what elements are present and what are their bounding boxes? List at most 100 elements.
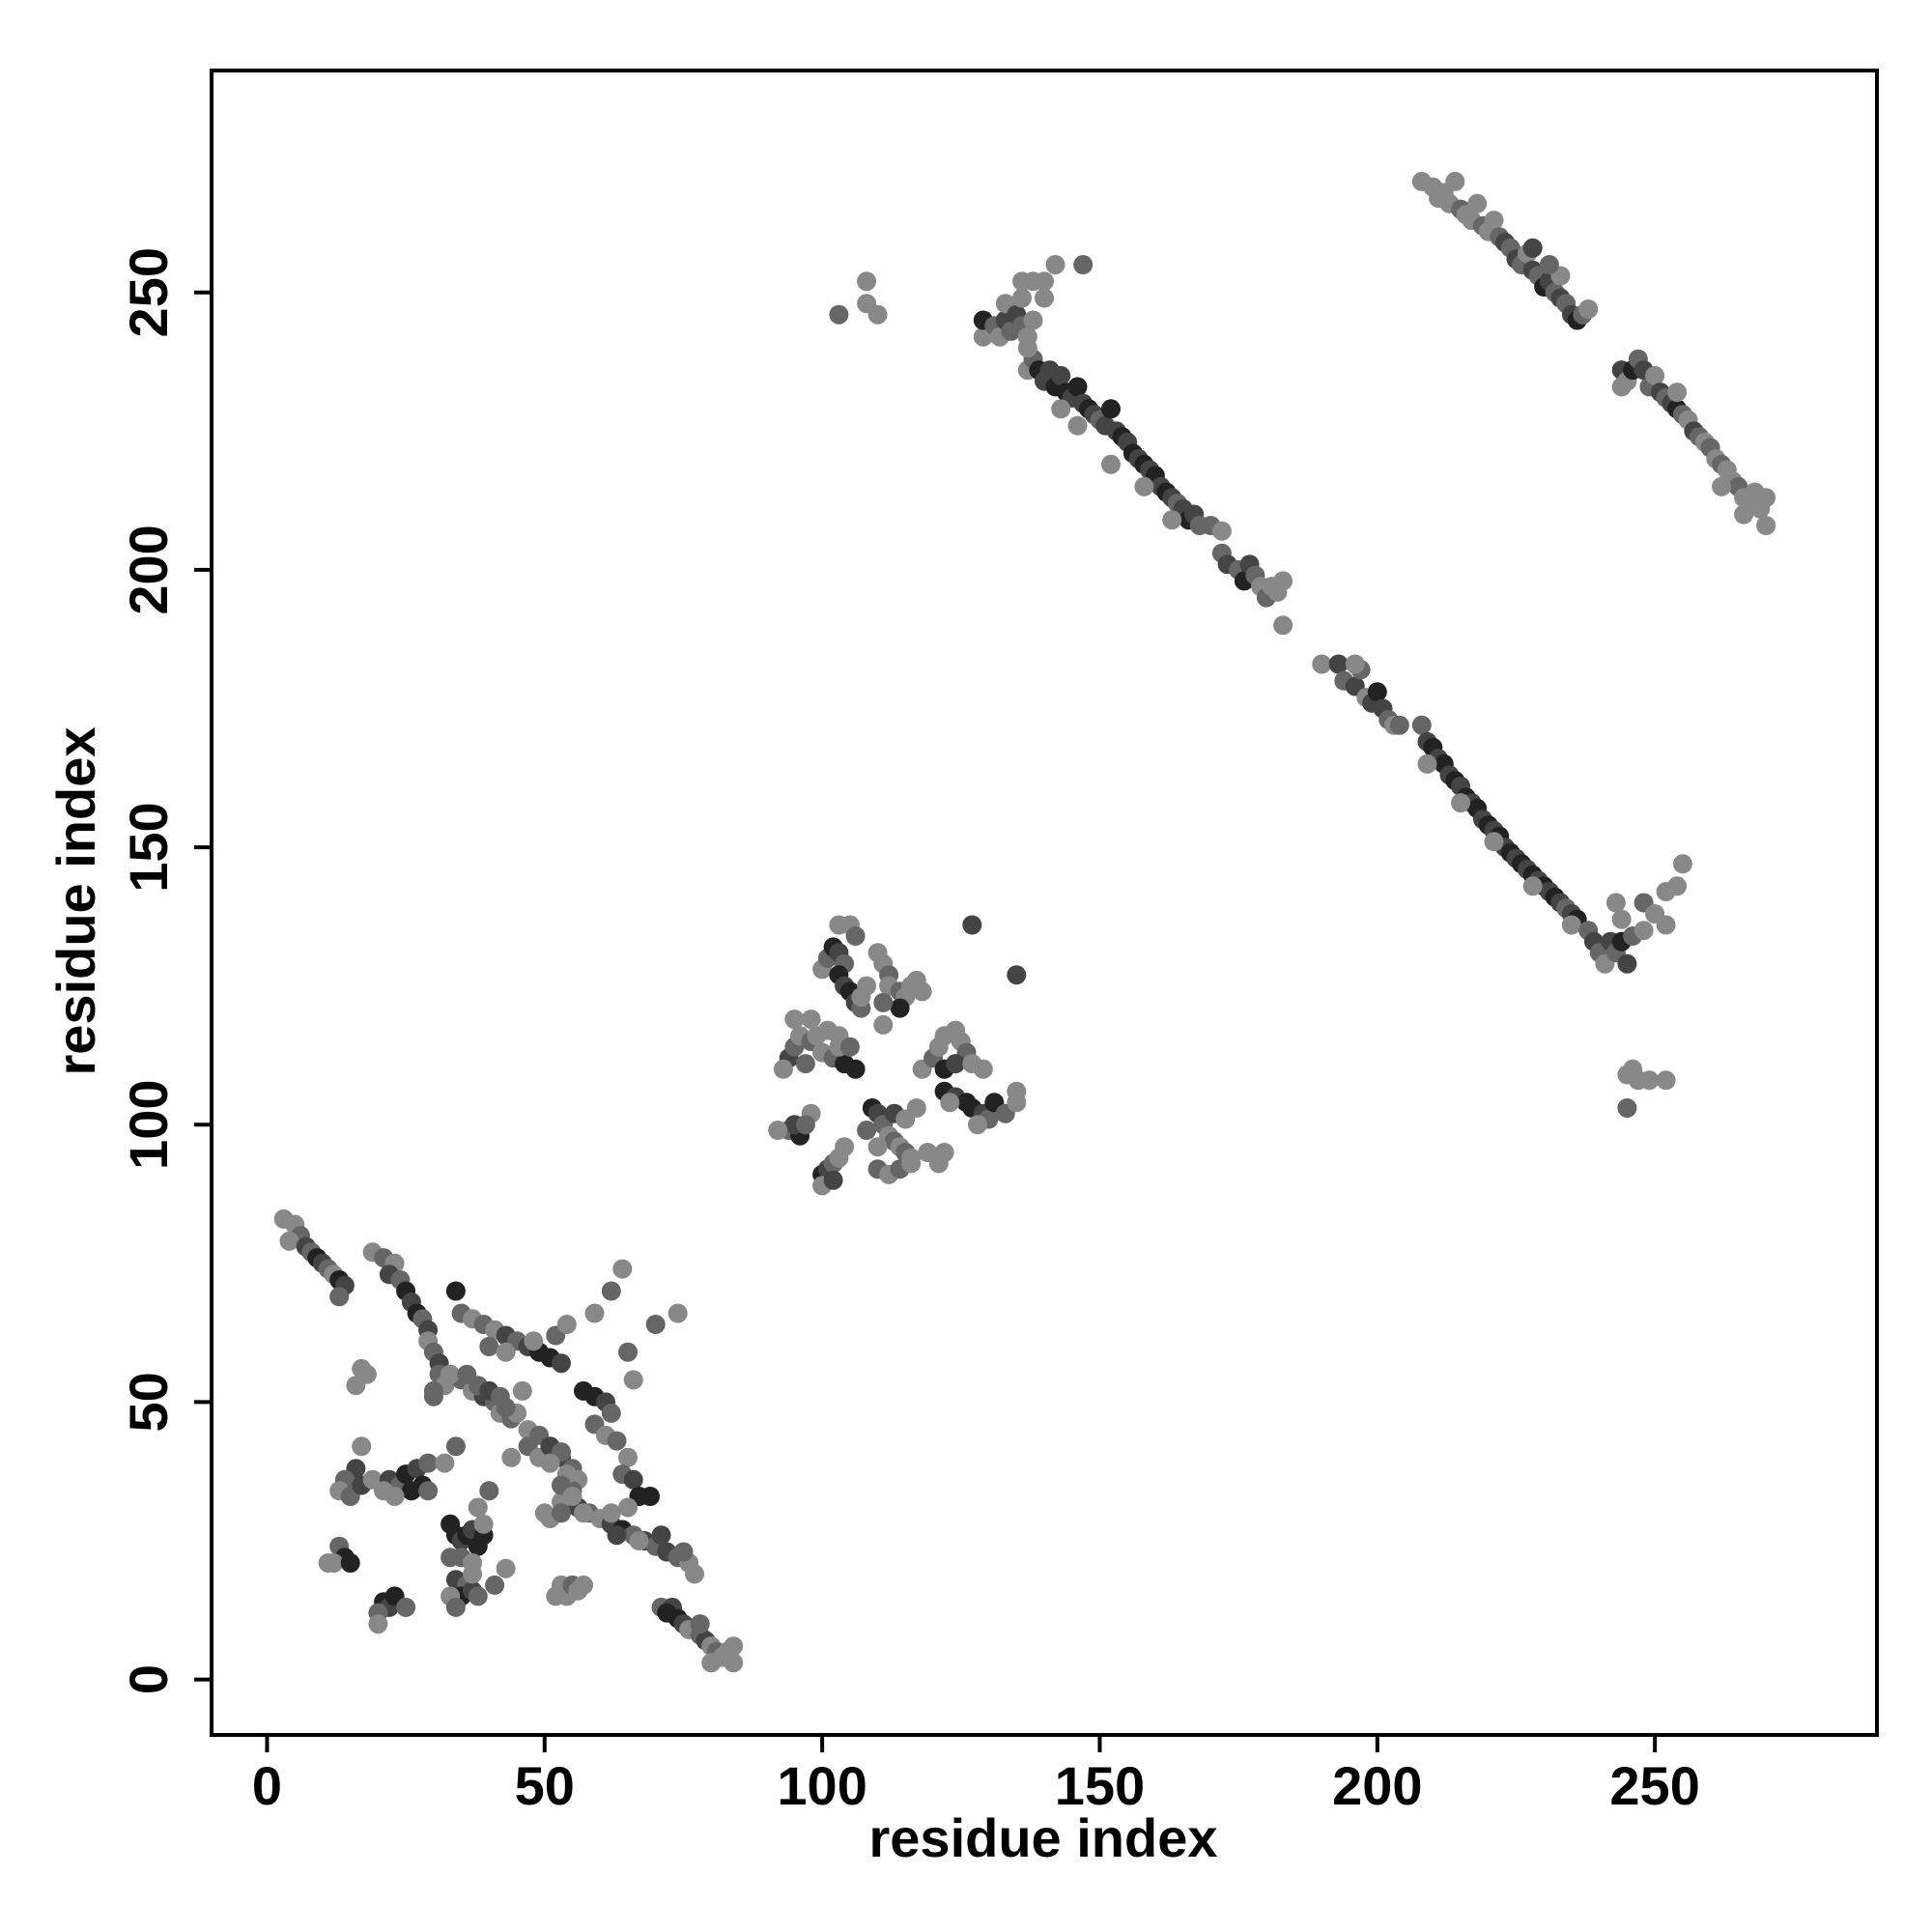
data-point bbox=[540, 1453, 560, 1473]
data-point bbox=[906, 1098, 926, 1118]
data-point bbox=[835, 1137, 855, 1157]
data-point bbox=[1623, 1059, 1643, 1079]
data-point bbox=[601, 1503, 621, 1523]
x-tick-label: 100 bbox=[777, 1755, 867, 1816]
data-point bbox=[1522, 876, 1543, 896]
data-point bbox=[1656, 915, 1676, 935]
data-point bbox=[340, 1553, 360, 1573]
data-point bbox=[473, 1514, 494, 1534]
data-point bbox=[701, 1653, 722, 1673]
data-point bbox=[724, 1636, 744, 1657]
data-point bbox=[485, 1575, 505, 1595]
data-point bbox=[1756, 516, 1776, 535]
data-point bbox=[384, 1487, 405, 1506]
data-point bbox=[1045, 255, 1065, 274]
plot-frame bbox=[210, 69, 1879, 1737]
data-point bbox=[418, 1481, 439, 1501]
data-point bbox=[1367, 682, 1387, 702]
data-point bbox=[1756, 488, 1776, 508]
data-point bbox=[396, 1597, 416, 1617]
data-point bbox=[1162, 510, 1182, 530]
data-point bbox=[1712, 476, 1732, 497]
y-tick-label: 250 bbox=[118, 247, 179, 337]
y-axis-title: residue index bbox=[45, 726, 106, 1075]
data-point bbox=[1445, 171, 1465, 191]
data-point bbox=[1345, 654, 1365, 674]
data-point bbox=[1611, 377, 1632, 397]
data-point bbox=[1656, 1070, 1676, 1091]
data-point bbox=[1617, 953, 1637, 974]
data-point bbox=[546, 1586, 566, 1606]
data-point bbox=[845, 1059, 866, 1079]
y-tick-label: 0 bbox=[118, 1664, 179, 1694]
data-point bbox=[623, 1469, 643, 1490]
data-point bbox=[873, 992, 894, 1012]
data-point bbox=[673, 1542, 694, 1562]
data-point bbox=[496, 1398, 516, 1418]
data-point bbox=[1451, 793, 1470, 813]
data-point bbox=[1007, 965, 1027, 985]
data-point bbox=[1467, 193, 1488, 213]
data-point bbox=[574, 1503, 593, 1523]
data-point bbox=[356, 1364, 377, 1384]
data-point bbox=[1667, 876, 1688, 896]
data-point bbox=[1101, 399, 1121, 419]
data-point bbox=[440, 1364, 461, 1384]
data-point bbox=[601, 1281, 621, 1301]
data-point bbox=[640, 1487, 660, 1506]
data-point bbox=[501, 1447, 522, 1467]
data-point bbox=[645, 1315, 666, 1334]
data-point bbox=[1611, 909, 1632, 929]
data-point bbox=[440, 1548, 461, 1568]
data-point bbox=[329, 1287, 350, 1307]
data-point bbox=[607, 1431, 627, 1451]
data-point bbox=[1667, 383, 1688, 403]
data-point bbox=[468, 1586, 488, 1606]
data-point bbox=[934, 1143, 954, 1162]
data-point bbox=[512, 1380, 532, 1401]
data-point bbox=[685, 1564, 704, 1584]
data-point bbox=[890, 998, 910, 1018]
data-point bbox=[690, 1614, 710, 1634]
data-point bbox=[618, 1447, 638, 1467]
data-point bbox=[651, 1525, 671, 1546]
data-point bbox=[940, 1093, 960, 1113]
data-point bbox=[1411, 715, 1432, 735]
data-point bbox=[912, 981, 932, 1002]
data-point bbox=[1101, 454, 1121, 474]
data-point bbox=[1561, 915, 1581, 935]
data-point bbox=[801, 1009, 821, 1030]
data-point bbox=[463, 1564, 483, 1584]
y-tick-label: 200 bbox=[118, 525, 179, 614]
data-point bbox=[1605, 893, 1626, 913]
data-point bbox=[724, 1653, 744, 1673]
data-point bbox=[839, 1037, 860, 1057]
data-point bbox=[618, 1342, 638, 1362]
data-point bbox=[901, 1153, 922, 1174]
data-point bbox=[1312, 654, 1332, 674]
data-point bbox=[552, 1353, 571, 1374]
scatter-points bbox=[273, 171, 1776, 1673]
data-point bbox=[1273, 571, 1293, 591]
data-point bbox=[1484, 211, 1504, 231]
y-tick-label: 150 bbox=[118, 802, 179, 892]
data-point bbox=[657, 1603, 677, 1623]
data-point bbox=[435, 1453, 455, 1473]
data-point bbox=[1073, 255, 1094, 274]
data-point bbox=[857, 976, 877, 996]
data-point bbox=[1051, 399, 1071, 419]
data-point bbox=[423, 1386, 443, 1406]
data-point bbox=[468, 1497, 488, 1518]
data-point bbox=[768, 1121, 788, 1140]
data-point bbox=[857, 271, 877, 292]
data-point bbox=[629, 1531, 649, 1550]
data-point bbox=[795, 1054, 815, 1074]
data-point bbox=[574, 1575, 593, 1595]
data-point bbox=[867, 1137, 888, 1157]
data-point bbox=[562, 1487, 582, 1506]
data-point bbox=[1639, 1070, 1660, 1091]
data-point bbox=[867, 304, 888, 325]
data-point bbox=[552, 1503, 571, 1523]
data-point bbox=[445, 1597, 466, 1617]
data-point bbox=[1035, 271, 1054, 292]
